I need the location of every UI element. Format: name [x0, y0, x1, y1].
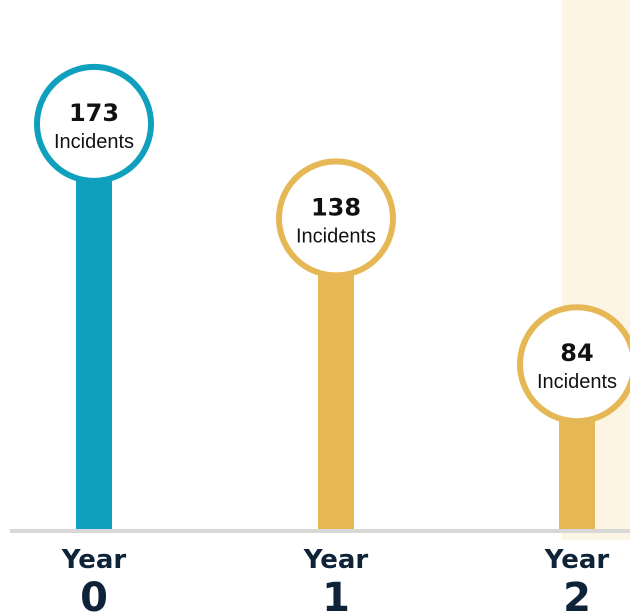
marker-circle-year-0	[34, 63, 154, 184]
marker-circle-year-2	[517, 304, 630, 425]
category-label-number: 0	[80, 575, 108, 616]
data-label-value: 138	[311, 193, 361, 221]
category-label-word: Year	[61, 545, 127, 575]
marker-circle-year-1	[276, 158, 396, 279]
category-label-number: 1	[322, 575, 350, 616]
data-label-value: 84	[560, 339, 593, 367]
bar-year-0	[76, 123, 112, 532]
data-label-unit: Incidents	[54, 131, 134, 153]
data-label-value: 173	[69, 99, 119, 127]
category-label-number: 2	[563, 575, 591, 616]
data-label-unit: Incidents	[537, 371, 617, 393]
category-label-word: Year	[544, 545, 610, 575]
data-label-unit: Incidents	[296, 225, 376, 247]
category-label-word: Year	[303, 545, 369, 575]
